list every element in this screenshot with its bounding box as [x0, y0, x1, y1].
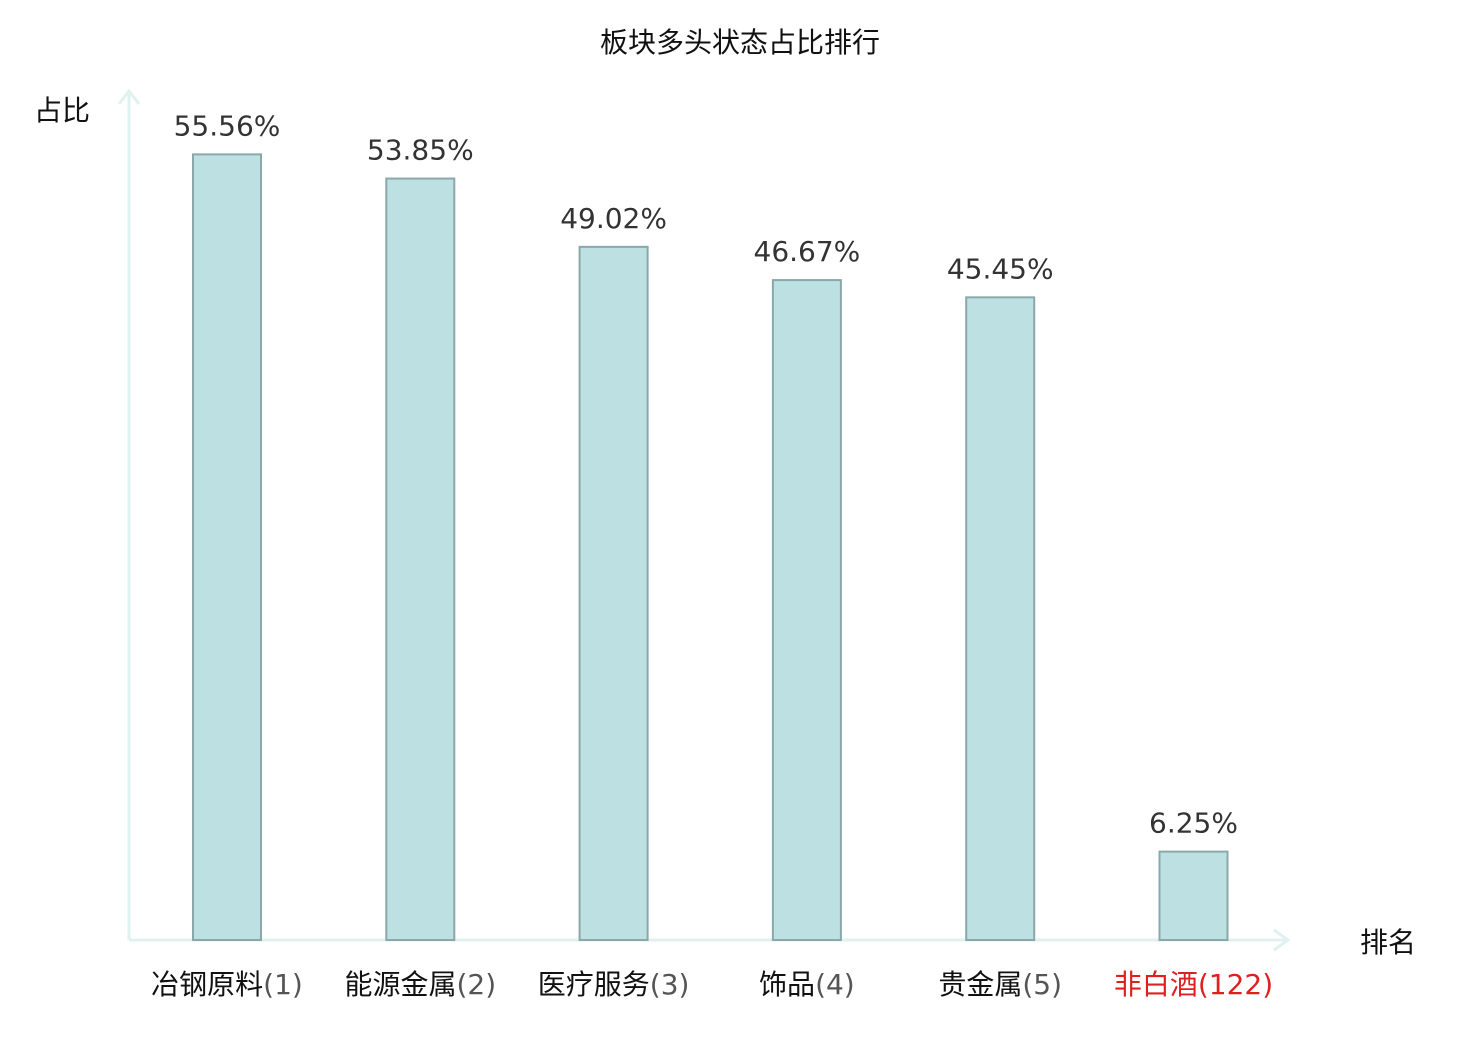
category-name-5: 非白酒 — [1114, 968, 1198, 1001]
category-name-1: 能源金属 — [344, 968, 456, 1001]
category-name-0: 冶钢原料 — [151, 968, 263, 1001]
category-tick-5: 非白酒(122) — [1114, 968, 1273, 1001]
bar-2 — [578, 245, 649, 942]
category-tick-3: 饰品(4) — [759, 968, 855, 1001]
category-tick-4: 贵金属(5) — [938, 968, 1062, 1001]
category-rank-5: (122) — [1198, 968, 1273, 1001]
y-axis-label: 占比 — [34, 94, 90, 127]
x-axis-label: 排名 — [1360, 926, 1416, 959]
category-name-2: 医疗服务 — [538, 968, 650, 1001]
value-label-3: 46.67% — [754, 235, 861, 268]
category-rank-1: (2) — [456, 968, 496, 1001]
category-tick-0: 冶钢原料(1) — [151, 968, 303, 1001]
bar-4 — [965, 296, 1036, 942]
category-rank-4: (5) — [1022, 968, 1062, 1001]
bars-layer: 55.56% 冶钢原料(1) 53.85% 能源金属(2) 49.02% 医疗服务(3) 4… — [151, 109, 1273, 1001]
chart-title: 板块多头状态占比排行 — [600, 26, 880, 59]
value-label-1: 53.85% — [367, 134, 474, 167]
category-tick-2: 医疗服务(3) — [538, 968, 690, 1001]
bar-5 — [1158, 850, 1229, 941]
y-axis-arrow — [117, 88, 141, 105]
category-rank-3: (4) — [815, 968, 855, 1001]
bar-0 — [192, 153, 262, 942]
value-label-5: 6.25% — [1149, 807, 1238, 840]
category-rank-0: (1) — [263, 968, 303, 1001]
bar-1 — [385, 177, 456, 942]
category-name-3: 饰品 — [759, 968, 815, 1001]
category-tick-1: 能源金属(2) — [344, 968, 496, 1001]
x-axis-arrow — [1273, 928, 1291, 952]
value-label-2: 49.02% — [560, 202, 667, 235]
value-label-0: 55.56% — [174, 109, 281, 142]
value-label-4: 45.45% — [947, 252, 1054, 285]
category-rank-2: (3) — [650, 968, 690, 1001]
category-name-4: 贵金属 — [938, 968, 1022, 1001]
bar-3 — [771, 279, 842, 942]
